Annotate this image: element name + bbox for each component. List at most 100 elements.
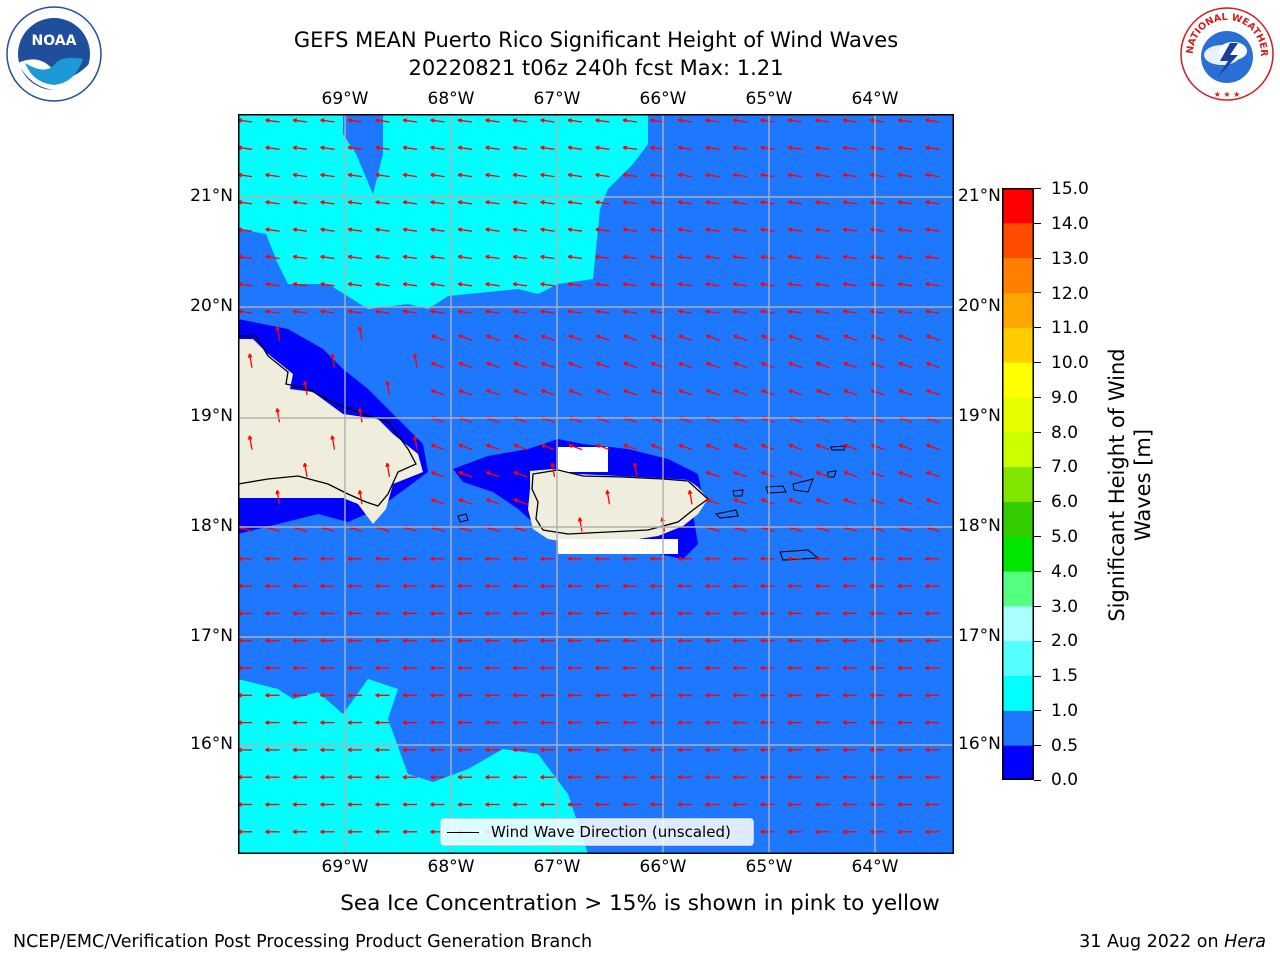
wind-wave-arrowhead	[650, 254, 655, 258]
wind-wave-arrow	[265, 283, 280, 287]
wind-wave-arrowhead	[705, 309, 710, 312]
wind-wave-arrow	[788, 389, 803, 396]
wind-wave-arrowhead	[320, 227, 325, 230]
wind-wave-arrowhead	[815, 254, 820, 258]
wind-wave-arrow	[816, 335, 830, 342]
wind-wave-arrow	[898, 498, 913, 505]
wind-wave-arrowhead	[842, 145, 848, 148]
wind-wave-arrowhead	[760, 611, 765, 614]
wind-wave-arrow	[293, 255, 308, 260]
wind-wave-arrowhead	[760, 282, 765, 285]
wind-wave-arrowhead	[705, 774, 710, 778]
wind-wave-arrow	[458, 283, 473, 287]
wind-wave-arrow	[733, 471, 748, 478]
wind-wave-arrow	[348, 228, 363, 232]
wind-wave-arrowhead	[677, 802, 682, 806]
wind-wave-arrow	[678, 444, 693, 451]
wind-wave-arrowhead	[870, 802, 875, 806]
wind-wave-arrowhead	[430, 227, 435, 230]
wind-wave-arrow	[843, 174, 858, 178]
wind-wave-arrowhead	[705, 556, 710, 560]
wind-wave-arrowhead	[897, 693, 902, 696]
colorbar-tick-mark	[1034, 605, 1041, 607]
wind-wave-arrow	[898, 471, 913, 478]
wind-wave-arrowhead	[485, 720, 490, 724]
wind-wave-arrowhead	[430, 829, 435, 833]
wind-wave-arrowhead	[375, 747, 380, 751]
wind-wave-arrowhead	[622, 118, 628, 121]
wind-wave-arrowhead	[292, 720, 297, 724]
wind-wave-arrow	[788, 255, 803, 260]
wind-wave-arrow	[705, 228, 720, 232]
wind-wave-arrowhead	[705, 583, 710, 587]
wind-wave-arrowhead	[567, 747, 572, 751]
wind-wave-arrow	[568, 283, 583, 287]
wind-wave-arrowhead	[897, 611, 902, 614]
hispaniola-land	[238, 339, 423, 524]
wind-wave-arrow	[898, 119, 913, 123]
wind-wave-arrow	[788, 471, 803, 478]
lat-label-left-21n: 21°N	[190, 186, 233, 206]
wind-wave-arrowhead	[787, 774, 792, 778]
wind-wave-arrowhead	[430, 200, 435, 203]
wind-wave-arrowhead	[870, 829, 875, 833]
wind-wave-arrowhead	[375, 172, 380, 176]
wind-wave-arrowhead	[276, 408, 280, 413]
wind-wave-arrowhead	[540, 145, 545, 148]
wind-wave-arrow	[815, 255, 830, 260]
wind-wave-arrowhead	[622, 693, 627, 696]
wind-wave-arrowhead	[485, 118, 490, 121]
wind-wave-arrowhead	[705, 693, 710, 696]
legend-line-icon	[447, 831, 479, 833]
wind-wave-arrowhead	[249, 435, 253, 440]
wind-wave-arrow	[678, 362, 693, 369]
wind-wave-arrowhead	[732, 172, 738, 176]
wind-wave-arrowhead	[650, 611, 655, 614]
wind-wave-arrow	[870, 146, 885, 150]
colorbar-tick-mark	[1034, 745, 1041, 747]
wind-wave-arrowhead	[622, 282, 628, 285]
wind-wave-arrowhead	[677, 665, 682, 669]
wind-wave-arrowhead	[870, 309, 875, 312]
wind-wave-arrowhead	[265, 227, 270, 230]
wind-wave-arrowhead	[677, 172, 683, 176]
wind-wave-arrowhead	[787, 802, 792, 806]
wind-wave-arrowhead	[485, 282, 490, 285]
wind-wave-arrow	[761, 471, 775, 478]
wind-wave-arrowhead	[265, 747, 270, 751]
lon-label-bottom-68w: 68°W	[427, 857, 475, 877]
wind-wave-arrowhead	[622, 747, 627, 751]
wind-wave-arrow	[486, 389, 500, 396]
wind-wave-arrowhead	[870, 145, 875, 148]
wind-wave-arrow	[843, 471, 858, 478]
wind-wave-arrow	[650, 228, 665, 232]
wind-wave-arrowhead	[347, 282, 353, 285]
blue-notch-north	[343, 114, 383, 194]
wind-wave-arrowhead	[512, 720, 517, 724]
wind-wave-arrow	[843, 310, 858, 314]
colorbar-tick-mark	[1034, 257, 1041, 259]
wind-wave-arrowhead	[540, 118, 545, 121]
wind-wave-arrow	[650, 283, 665, 287]
wind-wave-arrowhead	[870, 638, 875, 642]
wind-wave-arrow	[386, 462, 391, 478]
wind-wave-arrow	[458, 362, 473, 369]
wind-wave-arrow	[513, 498, 528, 505]
wind-wave-arrowhead	[347, 583, 352, 587]
wind-wave-arrowhead	[265, 829, 270, 833]
wind-wave-arrowhead	[622, 227, 628, 230]
wind-wave-arrowhead	[540, 693, 545, 696]
wind-wave-arrow	[761, 362, 775, 369]
wind-wave-arrowhead	[457, 282, 463, 285]
wind-wave-arrowhead	[540, 611, 545, 614]
wind-wave-arrow	[540, 228, 555, 232]
wind-wave-arrowhead	[402, 282, 408, 285]
wind-wave-arrowhead	[650, 309, 655, 312]
wind-wave-arrowhead	[732, 200, 738, 203]
wind-wave-arrowhead	[347, 638, 352, 642]
wind-wave-arrow	[595, 310, 610, 314]
colorbar-tick-mark	[1034, 780, 1041, 781]
wind-wave-arrowhead	[815, 720, 820, 724]
colorbar-tick-mark	[1034, 431, 1041, 433]
colorbar-tick-mark	[1034, 188, 1041, 189]
